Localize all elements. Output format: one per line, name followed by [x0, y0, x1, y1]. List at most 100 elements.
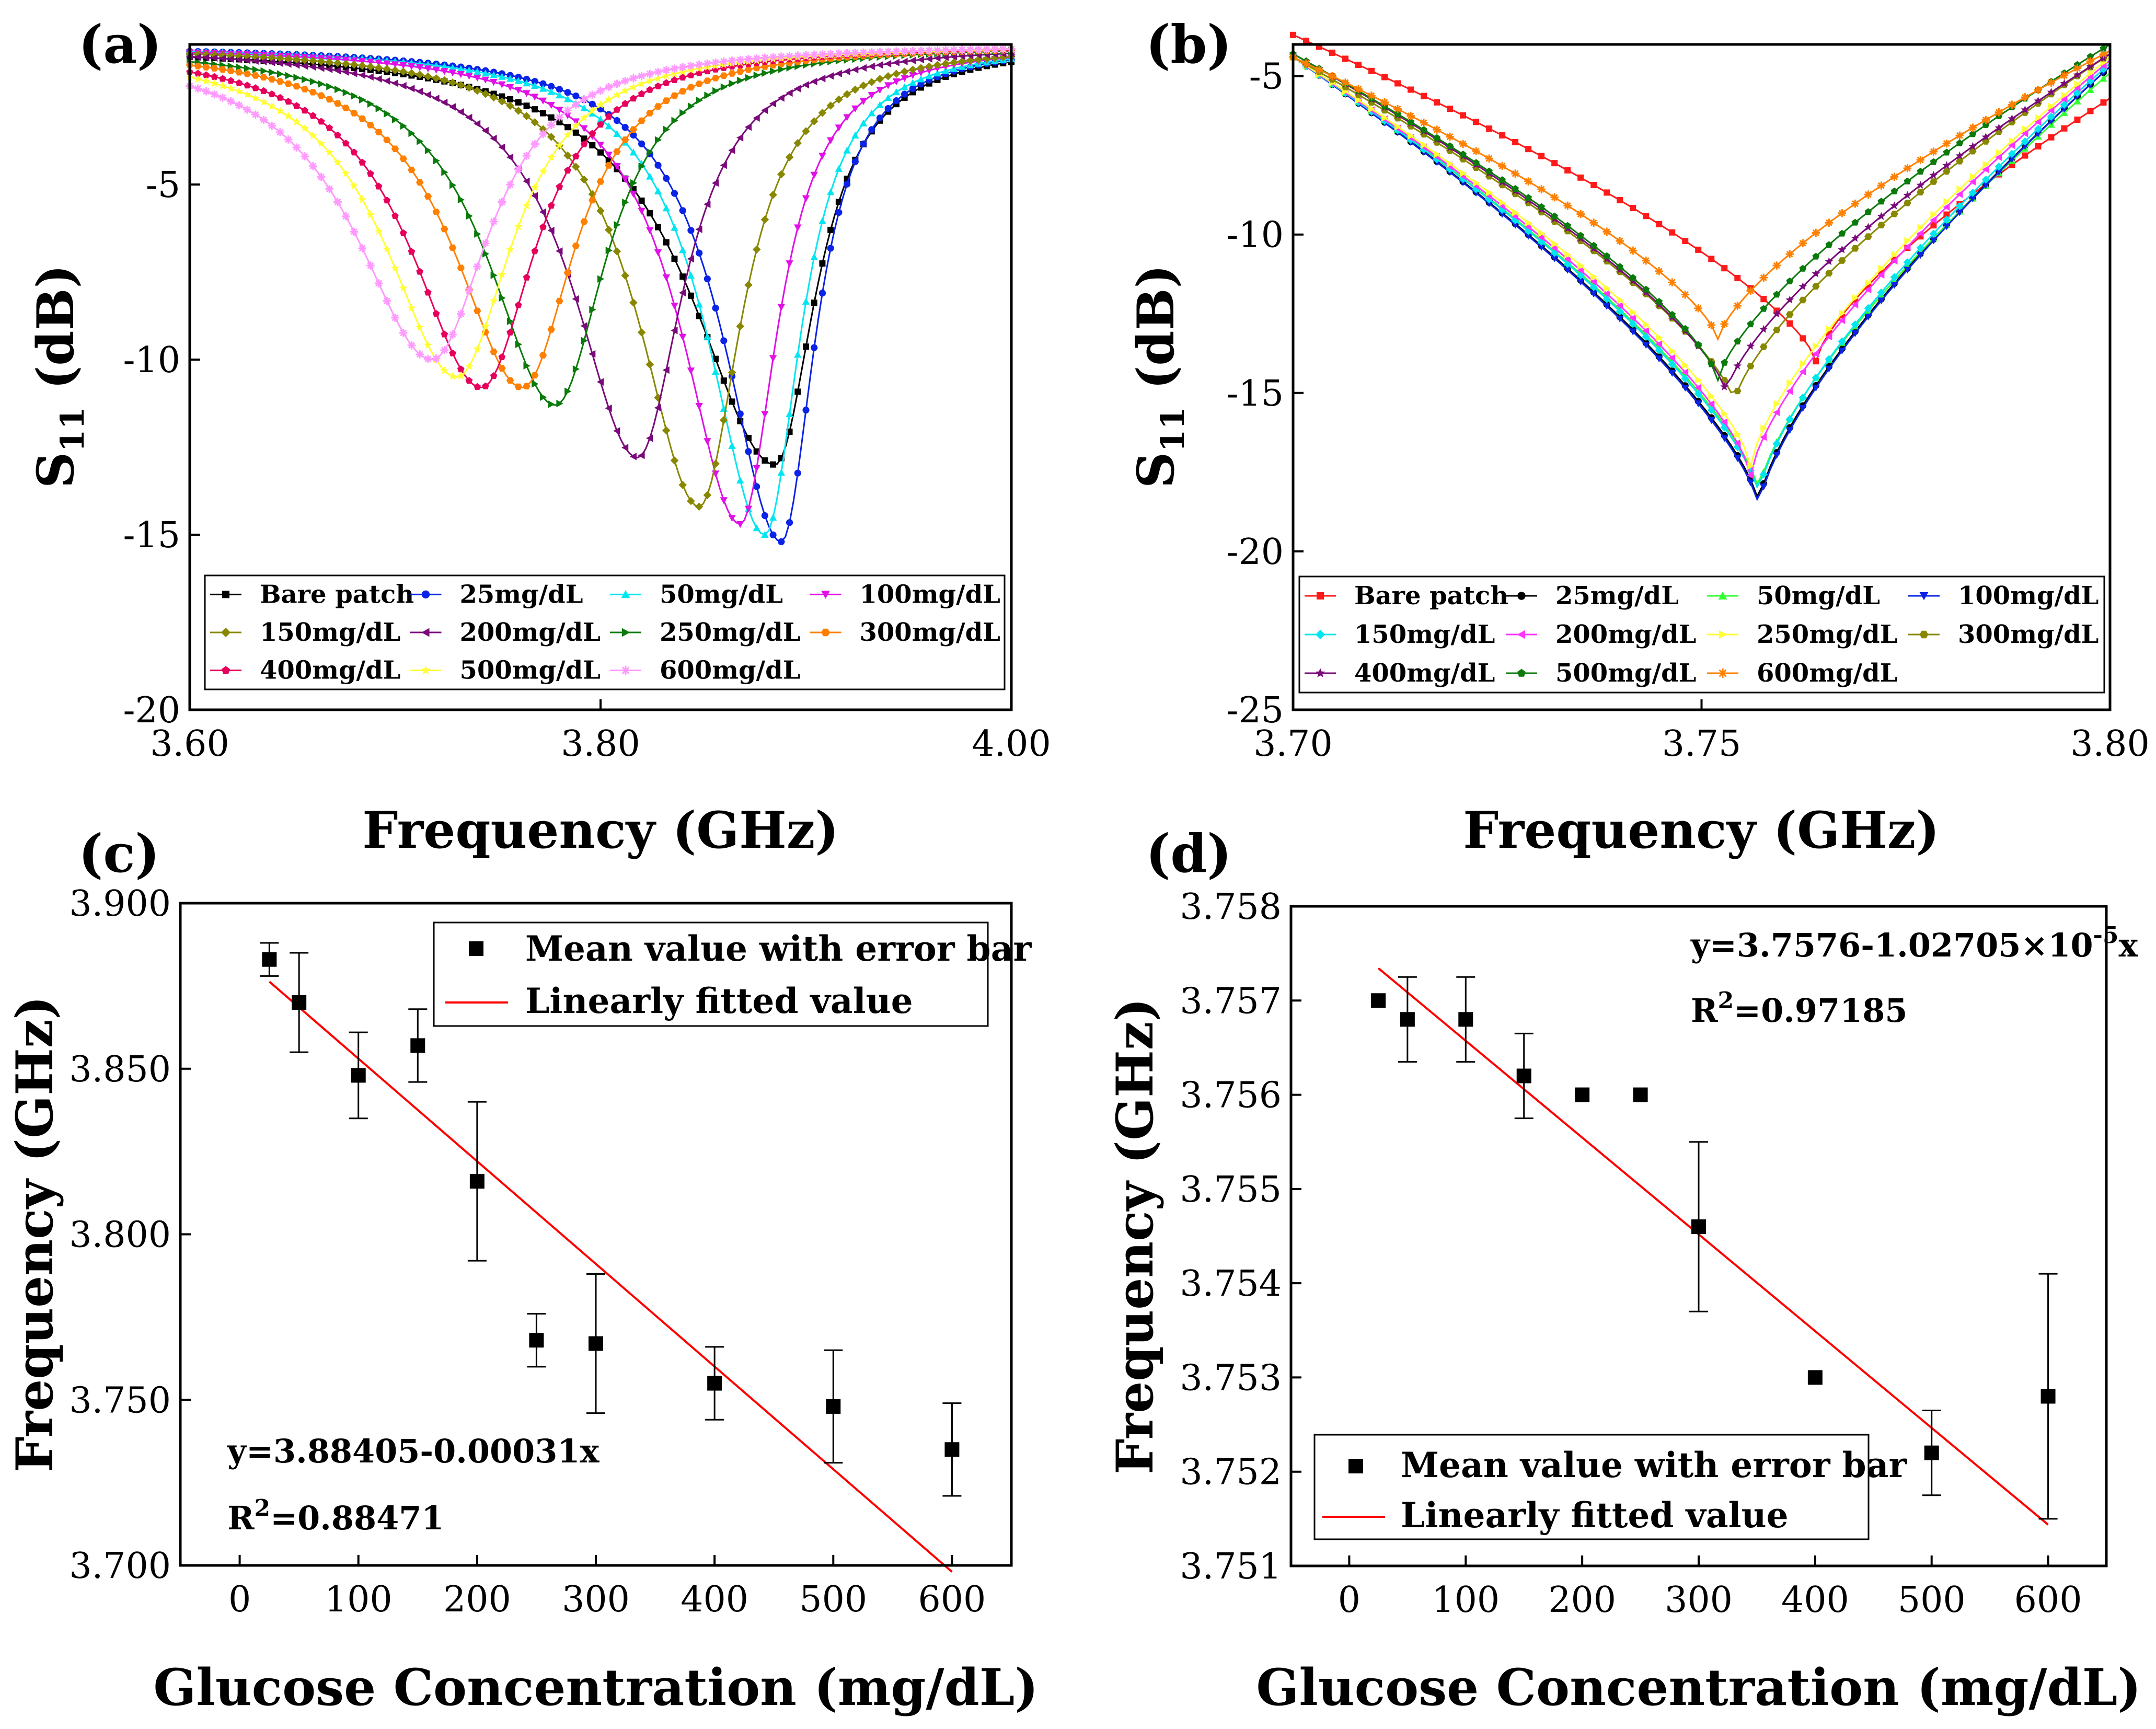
panel-a-point — [818, 217, 826, 224]
panel-a-point — [745, 74, 753, 82]
panel-a-point — [663, 125, 670, 133]
panel-b-legend-marker — [1517, 630, 1525, 639]
panel-b-point — [1773, 400, 1781, 408]
panel-b-point — [1616, 237, 1624, 245]
panel-b-point — [1904, 200, 1911, 206]
panel-a-point — [498, 198, 506, 206]
panel-b-point — [1943, 148, 1951, 156]
panel-a-point — [260, 87, 268, 94]
panel-b-point — [2086, 53, 2094, 60]
panel-b-point — [1865, 279, 1872, 287]
panel-a-point — [391, 79, 398, 87]
panel-a-point — [670, 69, 679, 77]
panel-a-point — [556, 297, 563, 305]
panel-a-point — [301, 124, 309, 132]
panel-a-point — [835, 95, 843, 104]
panel-b-point — [1642, 256, 1651, 265]
panel-b-point — [1642, 342, 1650, 349]
panel-a-point — [489, 296, 498, 305]
panel-a-point — [441, 226, 448, 233]
panel-a-point — [662, 71, 671, 80]
panel-a-point — [884, 94, 892, 101]
panel-a-point — [268, 90, 275, 97]
panel-b-point — [2087, 108, 2094, 114]
panel-a-point — [490, 372, 498, 379]
panel-a-point — [679, 273, 686, 280]
panel-a-point — [621, 271, 629, 280]
panel-a-point — [563, 106, 572, 115]
panel-a-point — [671, 92, 678, 99]
panel-b-ticks: 3.70 3.75 3.80 -5 -10 -15 -20 -25 — [1226, 56, 2149, 765]
panel-a-point — [391, 314, 399, 322]
panel-a-point — [819, 260, 826, 267]
panel-a-point — [498, 81, 506, 88]
panel-b-legend-entry: 200mg/dL — [1555, 620, 1696, 649]
panel-a-point — [901, 83, 908, 90]
panel-a-point — [457, 365, 465, 373]
panel-a-point — [613, 79, 621, 88]
panel-c-ticks: 0 100 200 300 400 500 600 3.900 3.850 3.800 3.750 3… — [69, 883, 986, 1620]
panel-a-point — [227, 77, 235, 84]
panel-a-point — [786, 519, 793, 526]
panel-a-point — [859, 48, 868, 57]
panel-a-point — [580, 322, 587, 330]
panel-b-point — [1786, 311, 1794, 318]
panel-a-point — [531, 183, 539, 191]
panel-b-point — [1799, 405, 1807, 412]
panel-a-point — [811, 344, 818, 351]
panel-a-point — [375, 129, 383, 135]
panel-a-point — [499, 294, 506, 302]
panel-b-point — [2021, 105, 2030, 113]
panel-a-point — [440, 345, 449, 354]
panel-a-point — [613, 148, 621, 155]
panel-a-point — [243, 106, 251, 114]
panel-a-point — [884, 48, 892, 56]
panel-b-point — [1813, 358, 1819, 365]
panel-a-point — [621, 76, 629, 85]
panel-a-point — [769, 531, 777, 539]
panel-b-point — [1394, 110, 1401, 117]
panel-a-point — [285, 72, 292, 79]
panel-b-point — [1577, 279, 1585, 286]
panel-a-point — [720, 497, 728, 504]
panel-a-point — [671, 224, 678, 231]
panel-b-point — [1995, 169, 2003, 176]
panel-a-point — [835, 209, 843, 216]
panel-b-point — [1617, 296, 1624, 304]
panel-a-point — [663, 239, 670, 246]
panel-a-point — [851, 85, 860, 94]
panel-a-point — [341, 212, 350, 221]
panel-c-mean-point — [707, 1376, 722, 1391]
panel-b-point — [1955, 202, 1964, 211]
panel-b-point — [1537, 185, 1546, 193]
panel-a-point — [457, 80, 465, 89]
panel-a-point — [260, 57, 267, 66]
panel-a-point — [588, 90, 597, 99]
panel-b-point — [1851, 301, 1859, 309]
panel-a-point — [448, 70, 457, 77]
panel-b-point — [1760, 424, 1768, 432]
panel-a-point — [630, 131, 637, 139]
panel-a-point — [983, 45, 991, 54]
panel-a-point — [440, 366, 449, 375]
panel-a-point — [655, 224, 662, 230]
panel-a-point — [539, 130, 547, 138]
panel-a-point — [441, 98, 448, 107]
panel-b-point — [1551, 160, 1558, 167]
panel-b-point — [1772, 261, 1781, 270]
panel-c-x-tick-label: 200 — [443, 1579, 511, 1620]
panel-b-point — [2086, 62, 2095, 70]
panel-a-point — [211, 73, 218, 80]
panel-a-point — [818, 75, 826, 83]
panel-a-point — [523, 362, 531, 370]
panel-b-point — [1630, 308, 1637, 316]
panel-d-y-tick-label: 3.751 — [1180, 1546, 1282, 1587]
panel-d-y-tick-label: 3.756 — [1180, 1075, 1282, 1116]
panel-b-point — [1315, 65, 1323, 74]
panel-a-point — [736, 68, 744, 75]
panel-b-point — [1942, 139, 1951, 148]
panel-a-point — [711, 179, 719, 187]
panel-b-point — [1877, 198, 1885, 205]
panel-a-point — [408, 129, 416, 137]
panel-c-ylabel: Frequency (GHz) — [5, 996, 64, 1472]
